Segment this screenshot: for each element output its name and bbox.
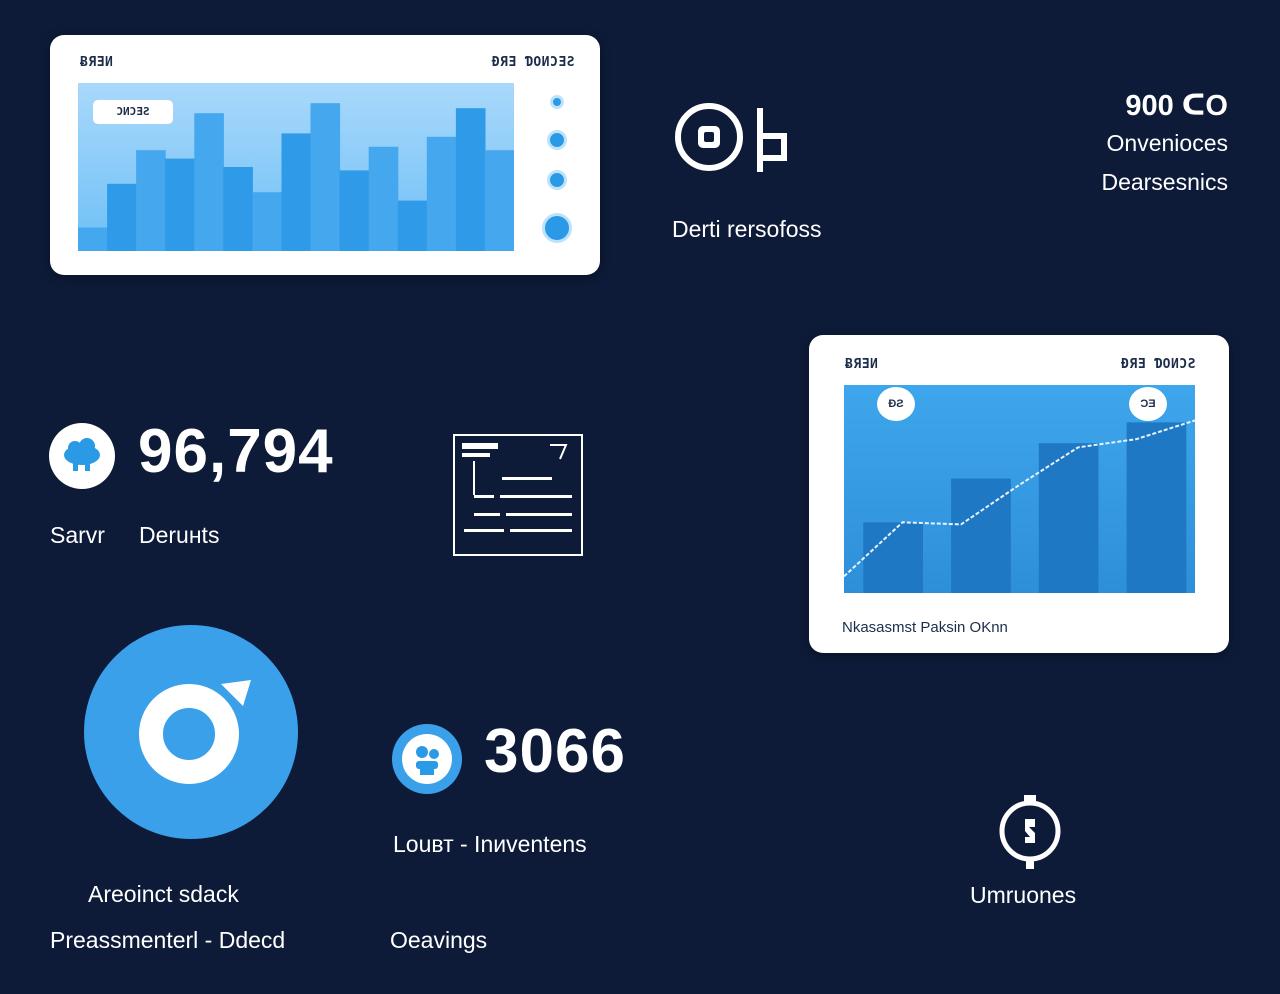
user-badge-icon [392,724,462,794]
chart-card-top: ɃЯƎИ ƉЯƎ ƊОИƆƎƧ ƆИƆƎƧ [50,35,600,275]
top-right-value: 900 ᑕO [1125,90,1228,122]
left-bottom-line-2: Preassmenterl - Ddecd [50,927,286,953]
stat-label-b: Deruнts [139,522,220,548]
legend-dot-3[interactable] [547,170,567,190]
bar [107,183,137,251]
top-right-line-1: Onvenioces [1106,130,1228,156]
legend-dot-2[interactable] [547,130,567,150]
bar [1126,422,1187,593]
cloud-badge-icon [49,423,115,489]
top-right-line-2: Dearsesnics [1101,169,1228,195]
card-header-right: ƉЯƎ ƊOИƆƧ [1121,357,1196,372]
lock-badge-icon [675,103,787,172]
combo-chart [844,419,1195,593]
timer-icon[interactable] [995,793,1065,873]
bar [426,136,457,251]
chart-chip-label: ƆИƆƎƧ [116,105,150,118]
middle-caption: Derti rersofoss [672,216,822,242]
chart-chip[interactable]: ƆИƆƎƧ [93,100,173,124]
bar [397,200,428,251]
stat-value-secondary: 3066 [484,717,626,786]
card-footer: Nkasasmst Paksin OKnn [842,619,1008,636]
bar [78,227,108,251]
stat-label-a: Sarvr [50,522,105,548]
chart-card-right: ɃЯƎИ ƉЯƎ ƊOИƆƧ ƉƧ ƆƎ Nkasasmst Paksin OK… [809,335,1229,653]
bar [863,522,923,593]
card-header-left: ɃЯƎИ [80,55,114,70]
chart-area: ƆИƆƎƧ [78,83,514,251]
stat-label: Louвт - Inиventens [393,831,587,857]
left-bottom-line-1: Areoinct sdack [88,881,239,907]
chart-badge-left-label: ƉƧ [888,398,904,410]
stat-sub-label: Oeavings [390,927,488,953]
bar [165,158,195,251]
bar [1038,443,1099,593]
stat-value-primary: 96,794 [138,417,334,486]
bar [455,108,486,251]
bar-chart [78,103,514,251]
chart-area: ƉƧ ƆƎ [844,385,1195,593]
chart-badge-left[interactable]: ƉƧ [877,387,915,421]
bar [339,170,370,251]
chart-badge-right-label: ƆƎ [1140,398,1156,410]
icon-caption: Umruones [970,882,1077,908]
bar [281,133,312,251]
bar [223,167,253,251]
bar [484,150,514,251]
legend-dot-1[interactable] [550,95,564,109]
trend-line [844,419,1195,578]
bar [368,146,399,251]
legend-dot-4[interactable] [542,213,572,243]
bar [194,113,224,251]
bar [136,150,166,251]
card-header-right: ƉЯƎ ƊОИƆƎƧ [491,55,575,70]
ring-icon[interactable] [83,624,303,844]
chart-badge-right[interactable]: ƆƎ [1129,387,1167,421]
bar [252,192,282,251]
bar [310,103,341,251]
document-list-icon[interactable] [452,433,586,559]
card-header-left: ɃЯƎИ [845,357,879,372]
